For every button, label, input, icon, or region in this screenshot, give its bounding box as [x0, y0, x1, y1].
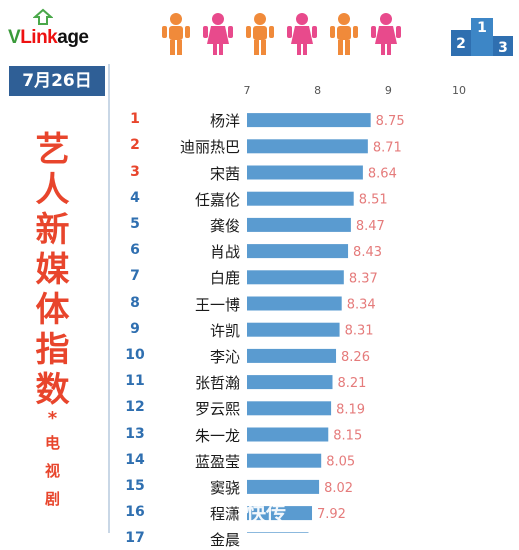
person-icon	[203, 13, 233, 55]
rank-number: 8	[130, 294, 140, 311]
bar	[247, 139, 368, 154]
bar	[247, 191, 354, 206]
rank-number: 15	[125, 477, 145, 494]
data-label: 8.19	[336, 402, 365, 417]
svg-text:1: 1	[477, 20, 487, 36]
bar	[247, 375, 333, 390]
data-label: 8.51	[359, 193, 388, 208]
side-title-char: 数	[35, 370, 70, 410]
bar	[247, 165, 363, 180]
rank-number: 16	[125, 504, 145, 521]
data-label: 8.47	[356, 219, 385, 234]
data-label: 8.64	[368, 167, 397, 182]
data-label: 8.26	[341, 350, 370, 365]
data-label: 7.92	[317, 507, 346, 522]
x-tick-label: 7	[244, 84, 251, 97]
data-label: 8.71	[373, 140, 402, 155]
bar	[247, 113, 371, 128]
bar	[247, 506, 313, 521]
date-label: 7月26日	[9, 66, 105, 96]
side-title-char: 体	[35, 290, 70, 330]
rank-number: 12	[125, 399, 145, 416]
svg-text:3: 3	[498, 40, 508, 56]
rank-number: 1	[130, 111, 140, 128]
side-title-char: 人	[35, 170, 70, 210]
category-label: 迪丽热巴	[179, 138, 240, 157]
rank-number: 7	[130, 268, 140, 285]
bar	[247, 479, 320, 494]
side-title-char: 指	[35, 330, 70, 370]
x-tick-label: 8	[314, 84, 321, 97]
rank-number: 14	[125, 451, 145, 468]
x-tick-label: 10	[452, 84, 466, 97]
rank-number: 6	[130, 242, 140, 259]
bar-chart: 7 8 9 10 8.75 8.71 8.64 8.51 8.47 8.43 8.37 8.34 8.3…	[244, 84, 466, 533]
rank-number: 11	[125, 373, 145, 390]
bar	[247, 401, 332, 416]
people-icons	[162, 13, 401, 55]
data-label: 8.43	[353, 245, 382, 260]
category-label: 朱一龙	[194, 426, 240, 445]
data-label: 8.02	[324, 481, 353, 496]
category-label: 金晨	[209, 531, 240, 550]
category-label: 罗云熙	[194, 400, 240, 419]
logo-mark-icon	[33, 8, 53, 25]
person-icon	[371, 13, 401, 55]
category-label: 白鹿	[209, 269, 240, 288]
data-label: 8.21	[338, 376, 367, 391]
header: VLinkage 2 1 3	[0, 0, 519, 62]
data-label: 8.15	[333, 429, 362, 444]
rank-number: 3	[130, 163, 140, 180]
rank-number: 9	[130, 320, 140, 337]
side-title: 艺人新媒体指数 * 电视剧	[0, 110, 105, 533]
person-icon	[287, 13, 317, 55]
rank-number: 13	[125, 425, 145, 442]
rank-number: 2	[130, 137, 140, 154]
side-subtitle-char: 剧	[44, 490, 60, 508]
rank-number: 4	[130, 189, 140, 206]
side-subtitle-char: 视	[44, 462, 60, 480]
category-label: 任嘉伦	[194, 190, 240, 209]
category-label: 张哲瀚	[194, 374, 240, 393]
side-title-char: *	[47, 408, 58, 429]
data-label: 8.37	[349, 271, 378, 286]
person-icon	[162, 13, 190, 55]
data-label: 8.34	[347, 298, 376, 313]
x-tick-label: 9	[385, 84, 392, 97]
rank-number: 10	[125, 346, 145, 363]
side-subtitle-char: 电	[44, 434, 60, 452]
side-title-char: 新	[35, 210, 70, 250]
logo: VLinkage	[8, 27, 89, 48]
bar	[247, 348, 337, 363]
category-label: 龚俊	[209, 216, 240, 235]
bar	[247, 296, 342, 311]
svg-text:2: 2	[456, 36, 466, 52]
divider	[108, 64, 110, 533]
bar	[247, 244, 349, 259]
person-icon	[330, 13, 358, 55]
bar	[247, 427, 329, 442]
data-label: 8.05	[326, 455, 355, 470]
bar	[247, 453, 322, 468]
bar	[247, 270, 344, 285]
category-label: 程潇	[209, 505, 240, 524]
side-title-char: 艺	[35, 130, 70, 170]
side-title-char: 媒	[35, 250, 70, 290]
rank-number: 5	[130, 215, 140, 232]
category-label: 王一博	[194, 295, 240, 314]
category-label: 杨洋	[209, 112, 240, 131]
category-label: 宋茜	[209, 164, 240, 183]
category-label: 许凯	[209, 321, 240, 340]
person-icon	[246, 13, 274, 55]
bar	[247, 217, 351, 232]
data-label: 8.31	[345, 324, 374, 339]
data-label: 8.75	[376, 114, 405, 129]
category-label: 肖战	[209, 243, 240, 262]
bar	[247, 322, 340, 337]
category-label: 窦骁	[209, 478, 240, 497]
category-label: 蓝盈莹	[194, 452, 240, 471]
podium-icon: 2 1 3	[451, 18, 513, 56]
watermark: 快传	[246, 501, 286, 525]
category-label: 李沁	[209, 347, 240, 366]
